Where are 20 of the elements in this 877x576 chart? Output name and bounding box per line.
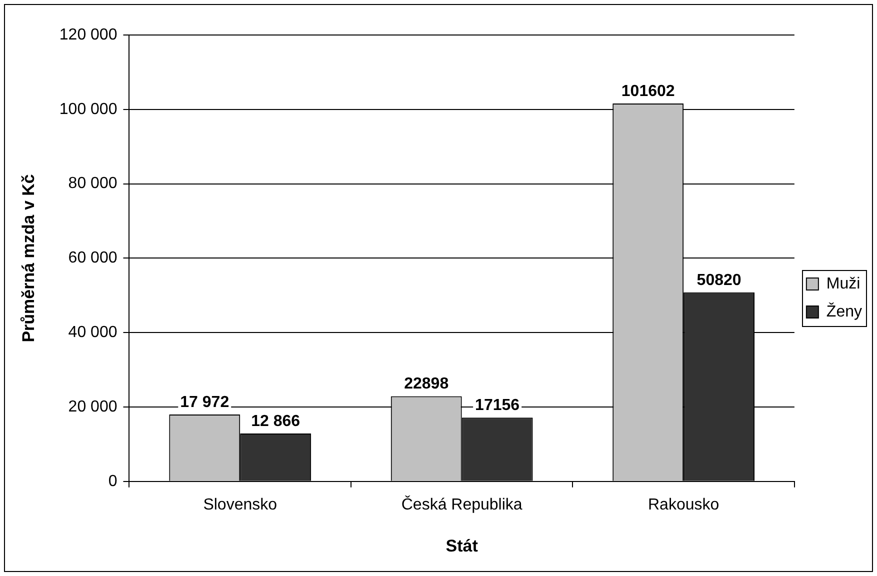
legend-label: Muži	[826, 275, 860, 292]
x-tick-label: Slovensko	[203, 496, 278, 514]
y-tick-label: 100 000	[59, 100, 118, 118]
data-label: 17 972	[180, 394, 230, 411]
y-tick-label: 80 000	[68, 175, 118, 192]
y-tick-label: 0	[108, 472, 118, 490]
x-axis-title: Stát	[446, 536, 478, 556]
data-label: 22898	[404, 376, 449, 393]
data-label: 17156	[475, 396, 520, 414]
data-label: 12 866	[251, 412, 300, 430]
legend-label: Ženy	[826, 302, 862, 320]
y-tick-label: 120 000	[59, 26, 118, 44]
x-tick-label: Česká Republika	[401, 495, 522, 514]
y-tick-label: 20 000	[68, 398, 118, 416]
y-tick-label: 40 000	[68, 324, 118, 342]
data-label: 50820	[696, 272, 742, 289]
y-axis-title: Průměrná mzda v Kč	[18, 174, 38, 342]
data-label: 101602	[621, 82, 675, 100]
y-tick-label: 60 000	[68, 250, 118, 267]
x-tick-label: Rakousko	[648, 496, 720, 514]
